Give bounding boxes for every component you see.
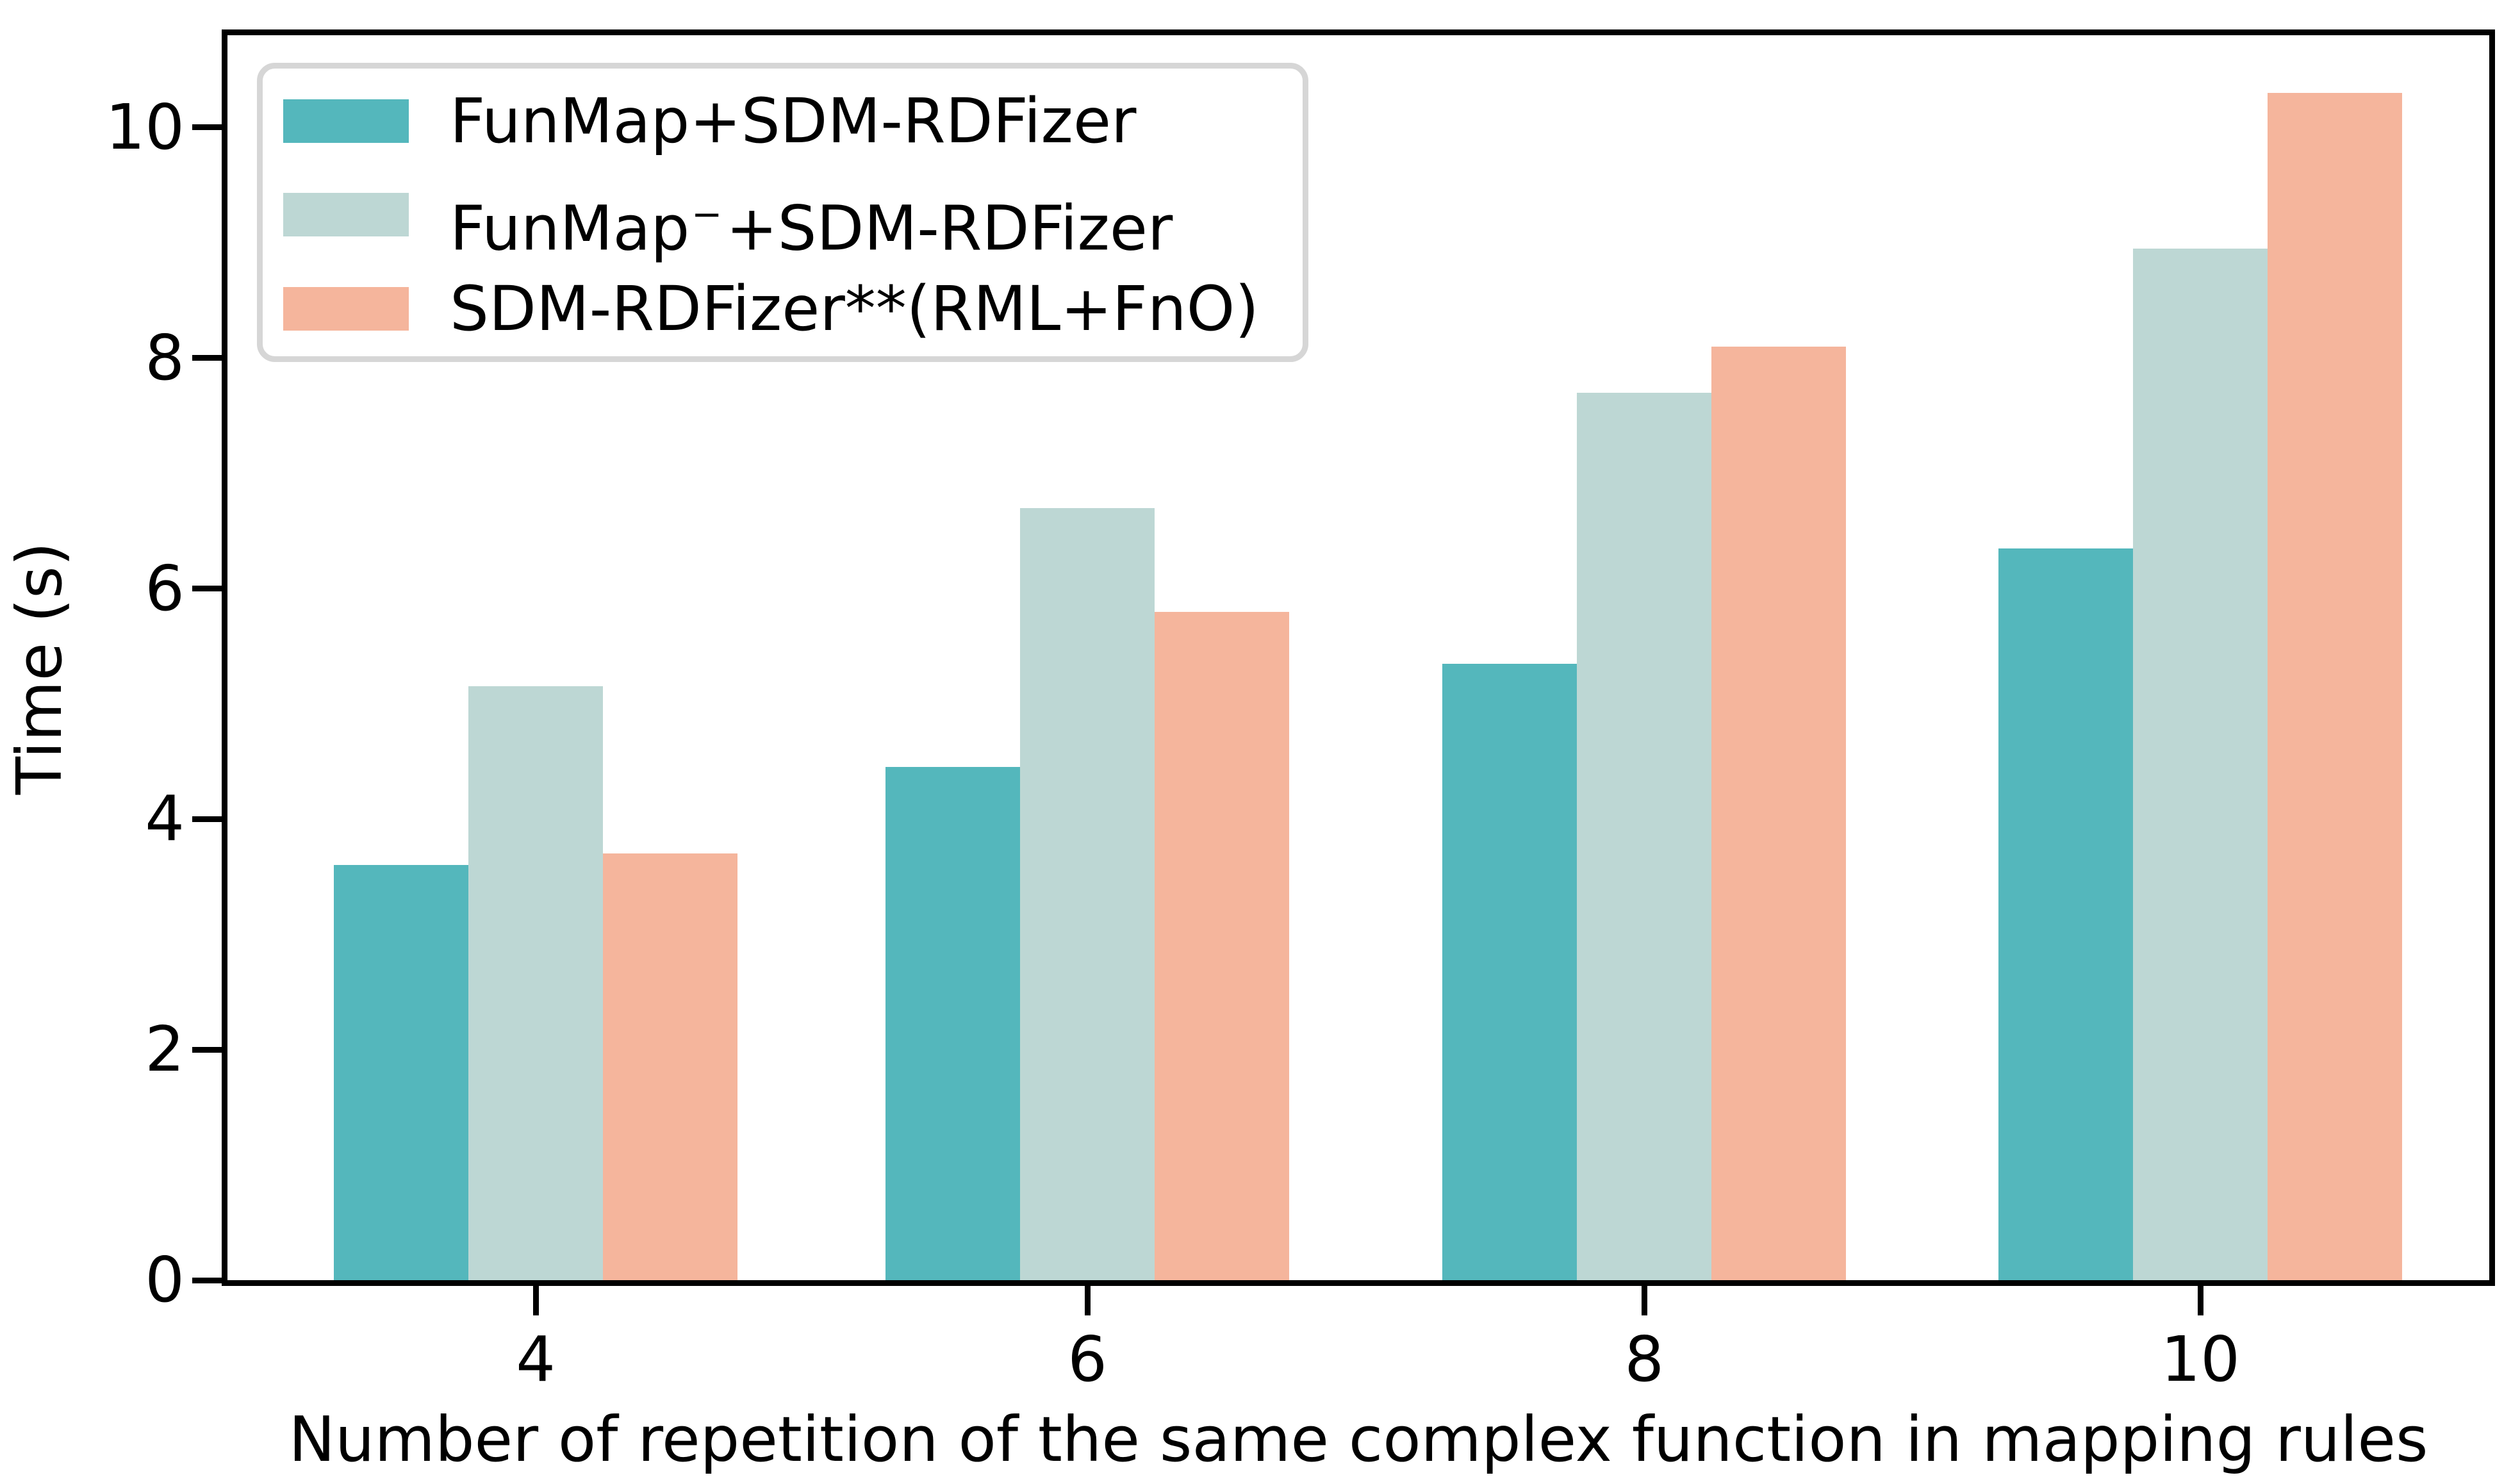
x-tick-mark-10 xyxy=(2197,1286,2203,1315)
x-tick-label-6: 6 xyxy=(1067,1323,1107,1396)
bar-funmap-sdm-rdfizer-x6 xyxy=(885,767,1021,1280)
y-tick-mark-2 xyxy=(192,1046,222,1053)
y-tick-label-8: 8 xyxy=(145,321,185,394)
legend-row-3: SDM-RDFizer**(RML+FnO) xyxy=(263,270,1303,347)
legend-label-3: SDM-RDFizer**(RML+FnO) xyxy=(450,273,1259,345)
bar-funmap-sdm-rdfizer-x6 xyxy=(1020,507,1155,1280)
bar-sdm-rdfizer-rml-fno--x10 xyxy=(2268,92,2403,1280)
y-tick-label-10: 10 xyxy=(105,90,185,163)
legend-row-2: FunMap−+SDM-RDFizer xyxy=(263,176,1303,265)
y-tick-label-6: 6 xyxy=(145,552,185,625)
x-tick-mark-8 xyxy=(1641,1286,1647,1315)
y-axis-label: Time (s) xyxy=(3,541,76,795)
bar-sdm-rdfizer-rml-fno--x4 xyxy=(603,853,738,1280)
y-tick-mark-0 xyxy=(192,1277,222,1283)
y-tick-mark-4 xyxy=(192,816,222,822)
bar-funmap-sdm-rdfizer-x8 xyxy=(1442,663,1577,1280)
y-tick-label-4: 4 xyxy=(145,782,185,855)
legend-label-2: FunMap−+SDM-RDFizer xyxy=(450,192,1173,265)
bar-funmap-sdm-rdfizer-x10 xyxy=(2133,248,2268,1280)
x-axis-label: Number of repetition of the same complex… xyxy=(288,1403,2428,1476)
bar-sdm-rdfizer-rml-fno--x6 xyxy=(1155,611,1290,1280)
x-tick-mark-4 xyxy=(532,1286,539,1315)
y-tick-mark-10 xyxy=(192,124,222,131)
legend-swatch-2 xyxy=(283,193,409,236)
plot-area xyxy=(222,29,2495,1286)
bar-sdm-rdfizer-rml-fno--x8 xyxy=(1711,346,1847,1280)
legend: FunMap+SDM-RDFizer FunMap−+SDM-RDFizer SDM… xyxy=(257,63,1308,362)
x-tick-label-10: 10 xyxy=(2161,1323,2240,1396)
legend-swatch-3 xyxy=(283,287,409,331)
y-tick-label-0: 0 xyxy=(145,1244,185,1316)
bar-funmap-sdm-rdfizer-x4 xyxy=(468,686,604,1280)
y-tick-mark-6 xyxy=(192,586,222,592)
bar-funmap-sdm-rdfizer-x10 xyxy=(1998,548,2134,1280)
y-tick-label-2: 2 xyxy=(145,1013,185,1086)
x-tick-label-4: 4 xyxy=(516,1323,556,1396)
x-tick-label-8: 8 xyxy=(1624,1323,1665,1396)
legend-swatch-1 xyxy=(283,99,409,143)
bar-funmap-sdm-rdfizer-x4 xyxy=(334,865,469,1280)
x-tick-mark-6 xyxy=(1084,1286,1091,1315)
y-tick-mark-8 xyxy=(192,355,222,361)
legend-row-1: FunMap+SDM-RDFizer xyxy=(263,83,1303,160)
legend-label-1: FunMap+SDM-RDFizer xyxy=(450,85,1137,157)
bar-funmap-sdm-rdfizer-x8 xyxy=(1577,392,1712,1280)
bars-layer xyxy=(227,35,2489,1280)
